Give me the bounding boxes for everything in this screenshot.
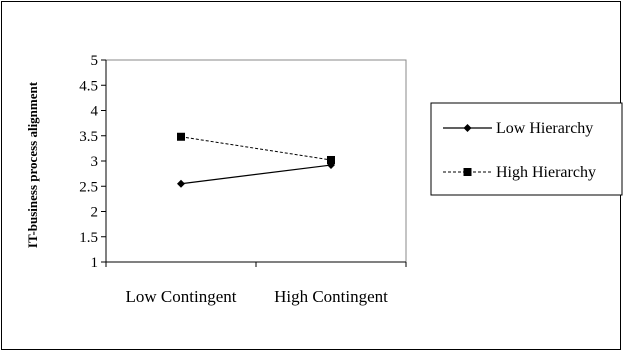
legend-marker-diamond — [463, 124, 472, 132]
y-tick-label: 3 — [91, 154, 99, 170]
x-category-label-low: Low Contingent — [126, 287, 237, 306]
y-axis-ticks: 1 1.5 2 2.5 3 3.5 4 4.5 5 — [79, 53, 106, 271]
x-axis-ticks — [105, 262, 407, 267]
y-tick-label: 4.5 — [79, 78, 98, 94]
y-tick-label: 1 — [91, 255, 99, 271]
legend: Low Hierarchy High Hierarchy — [430, 102, 623, 196]
plot-area — [105, 59, 407, 263]
data-point-high-hierarchy — [177, 132, 185, 141]
data-point-high-hierarchy — [327, 155, 335, 164]
x-category-label-high: High Contingent — [274, 287, 388, 306]
legend-box — [430, 102, 623, 196]
y-tick-label: 1.5 — [79, 230, 98, 246]
y-tick-label: 4 — [91, 104, 99, 120]
data-point-low-hierarchy — [177, 179, 185, 188]
legend-marker-square — [463, 168, 472, 176]
series-layer — [177, 132, 335, 188]
y-axis-title: IT-business process alignment — [25, 81, 40, 248]
y-tick-label: 3.5 — [79, 129, 98, 145]
y-tick-label: 2.5 — [79, 179, 98, 195]
legend-label-low-hierarchy: Low Hierarchy — [496, 120, 593, 137]
y-tick-label: 2 — [91, 205, 99, 221]
series-line-low-hierarchy — [180, 164, 332, 185]
series-line-high-hierarchy — [180, 136, 332, 161]
legend-label-high-hierarchy: High Hierarchy — [496, 164, 596, 181]
y-tick-label: 5 — [91, 53, 99, 69]
